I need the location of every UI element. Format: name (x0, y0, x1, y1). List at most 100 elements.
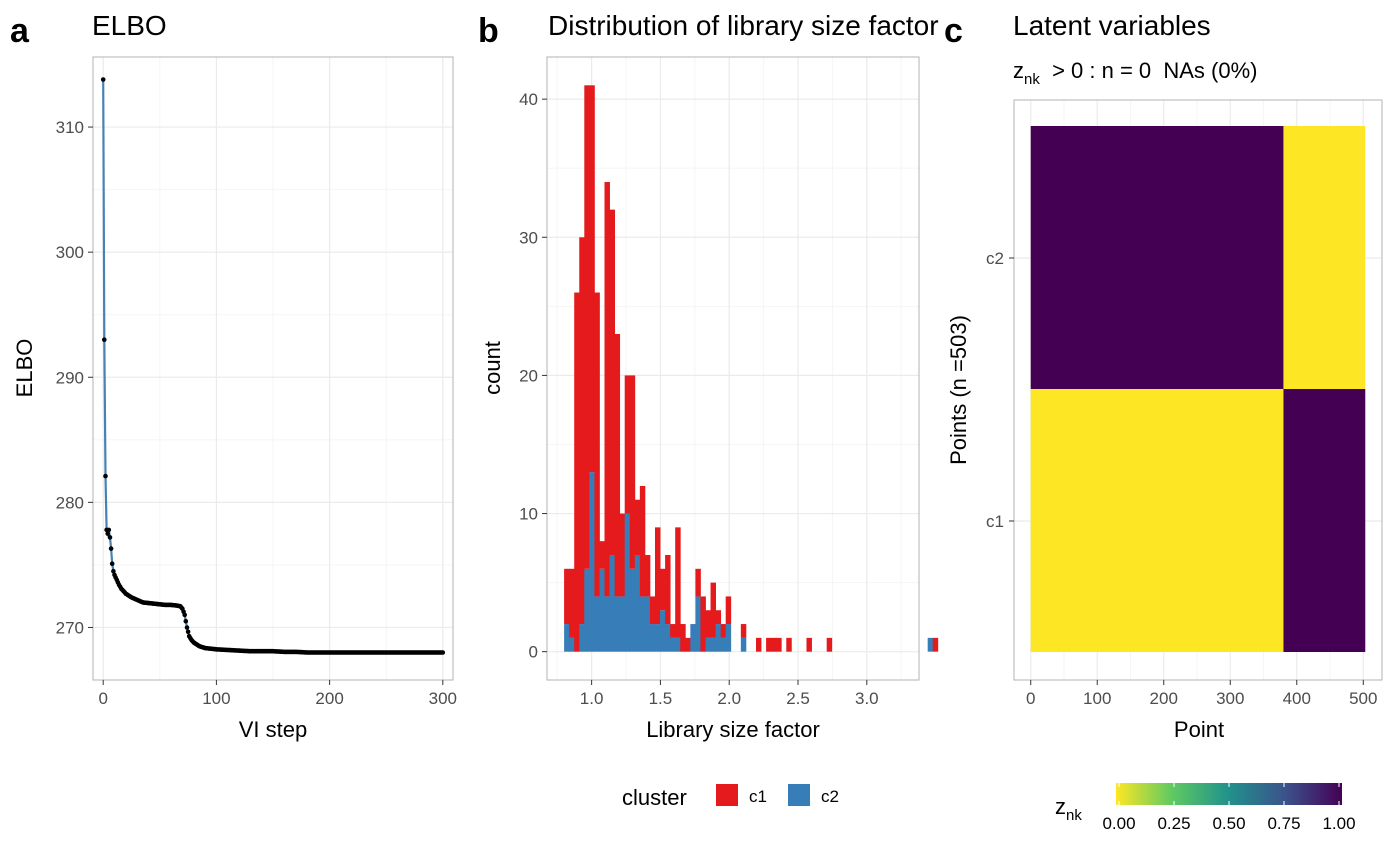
heatmap-y-tick-label-c2: c2 (986, 249, 1004, 268)
elbo-y-tick-label: 300 (56, 243, 84, 262)
elbo-point (103, 473, 108, 479)
elbo-x-tick-label: 200 (315, 689, 343, 708)
heatmap-cell-c1 (1030, 389, 1284, 652)
histogram-bar-c1 (619, 513, 626, 597)
histogram-bar-c2 (710, 637, 716, 652)
histogram-bar-c1 (766, 637, 772, 652)
histogram-y-tick-label: 40 (519, 90, 538, 109)
heatmap-x-axis-title: Point (1174, 717, 1224, 742)
heatmap-x-tick-label: 500 (1349, 689, 1377, 708)
elbo-y-tick-label: 270 (56, 618, 84, 637)
histogram-bar-c1 (609, 209, 616, 555)
elbo-y-tick-label: 310 (56, 118, 84, 137)
elbo-x-tick-label: 100 (202, 689, 230, 708)
histogram-bar-c1 (584, 85, 590, 569)
colorbar-tick-label: 0.00 (1102, 814, 1135, 833)
heatmap-y-tick-label-c1: c1 (986, 512, 1004, 531)
histogram-bar-c1 (614, 333, 621, 597)
histogram-bar-c2 (660, 610, 666, 652)
heatmap-cell-c1 (1283, 389, 1366, 652)
heatmap-x-tick-label: 400 (1283, 689, 1311, 708)
elbo-y-tick-label: 290 (56, 368, 84, 387)
histogram-bar-c2 (690, 624, 696, 652)
histogram-bar-c1 (569, 568, 575, 638)
histogram-bar-c1 (644, 554, 651, 597)
histogram-bar-c1 (806, 637, 812, 652)
histogram-bar-c1 (700, 596, 706, 652)
histogram-bar-c2 (725, 624, 732, 652)
elbo-x-tick-label: 300 (429, 689, 457, 708)
heatmap-x-tick-label: 300 (1216, 689, 1244, 708)
elbo-point (108, 546, 114, 551)
histogram-bar-c1 (594, 292, 600, 597)
histogram-y-tick-label: 30 (519, 228, 538, 247)
histogram-bar-c2 (720, 637, 727, 652)
elbo-point (102, 337, 107, 343)
heatmap-x-tick-label: 200 (1150, 689, 1178, 708)
elbo-plot-border (92, 56, 454, 681)
heatmap-title: Latent variables (1013, 10, 1211, 41)
histogram-y-tick-label: 0 (529, 643, 538, 662)
histogram-bar-c1 (629, 375, 636, 569)
histogram-bar-c1 (776, 637, 782, 652)
histogram-bar-c1 (786, 637, 792, 652)
elbo-y-tick-label: 280 (56, 493, 84, 512)
histogram-x-tick-label: 3.0 (855, 689, 879, 708)
histogram-bar-c1 (675, 527, 681, 638)
histogram-bar-c2 (589, 472, 595, 652)
legend-swatch-c1 (716, 784, 738, 806)
colorbar-legend: znk 0.00 0.25 0.50 0.75 1.00 (1055, 783, 1356, 833)
histogram-bar-c2 (670, 637, 676, 652)
histogram-bar-c1 (634, 499, 641, 555)
histogram-legend: cluster c1 c2 (622, 784, 839, 810)
histogram-bar-c2 (705, 637, 711, 652)
histogram-bar-c1 (715, 610, 722, 625)
histogram-bar-c1 (589, 85, 595, 473)
histogram-bar-c2 (609, 554, 616, 652)
elbo-point (184, 625, 190, 630)
histogram-bar-c1 (705, 610, 711, 638)
heatmap-plot-border (1013, 99, 1383, 681)
elbo-point (105, 531, 110, 536)
elbo-x-axis-title: VI step (239, 717, 307, 742)
histogram-bar-c1 (654, 527, 661, 625)
histogram-bar-c2 (654, 624, 661, 652)
histogram-title: Distribution of library size factor (548, 10, 939, 41)
panel-letter-c: c (944, 12, 963, 50)
elbo-point (100, 77, 106, 82)
colorbar-tick-label: 0.25 (1157, 814, 1190, 833)
heatmap-cell-c2 (1283, 126, 1366, 389)
histogram-bar-c1 (604, 182, 610, 597)
histogram-bar-c1 (660, 568, 666, 611)
histogram-bar-c2 (619, 596, 626, 652)
histogram-bar-c2 (584, 568, 590, 652)
histogram-bar-c2 (695, 596, 701, 652)
histogram-bar-c1 (680, 624, 686, 652)
histogram-bar-c1 (826, 637, 833, 652)
histogram-bar-c2 (639, 596, 646, 652)
legend-label-c1: c1 (749, 787, 767, 806)
histogram-y-tick-label: 20 (519, 366, 538, 385)
legend-swatch-c2 (788, 784, 810, 806)
heatmap-x-tick-label: 100 (1083, 689, 1111, 708)
elbo-point (106, 527, 112, 533)
histogram-bar-c1 (932, 637, 939, 652)
histogram-bar-c1 (695, 568, 701, 597)
elbo-y-axis-title: ELBO (12, 339, 37, 398)
latent-variables-heatmap: Latent variables znk > 0 : n = 0 NAs (0%… (946, 10, 1383, 833)
histogram-bar-c2 (579, 624, 585, 652)
elbo-point (440, 650, 446, 655)
panel-letter-b: b (478, 12, 499, 50)
histogram-bar-c1 (740, 624, 747, 638)
heatmap-y-axis-title: Points (n =503) (946, 315, 971, 465)
histogram-bar-c2 (599, 568, 605, 652)
histogram-x-tick-label: 1.0 (580, 689, 604, 708)
histogram-bar-c1 (624, 375, 631, 514)
histogram-bar-c1 (639, 485, 646, 597)
histogram-y-tick-label: 10 (519, 505, 538, 524)
histogram-y-axis-title: count (480, 341, 505, 395)
histogram-bar-c1 (755, 637, 762, 652)
heatmap-cell-c2 (1030, 126, 1284, 389)
histogram-x-tick-label: 2.0 (717, 689, 741, 708)
histogram-bar-c1 (710, 582, 716, 638)
